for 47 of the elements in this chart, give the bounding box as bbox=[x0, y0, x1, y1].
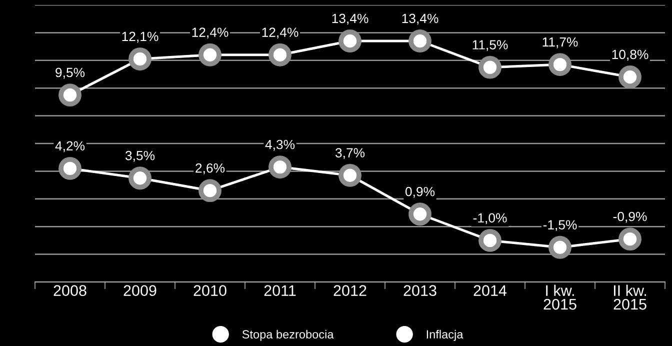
point bbox=[478, 228, 502, 252]
data-label: -0,9% bbox=[613, 212, 647, 223]
data-label: 10,8% bbox=[612, 50, 648, 61]
point bbox=[408, 202, 432, 226]
x-tick-label: 2013 bbox=[404, 285, 436, 296]
point bbox=[268, 156, 292, 178]
point bbox=[198, 43, 222, 66]
point bbox=[548, 53, 572, 76]
point bbox=[618, 66, 642, 88]
legend-label: Inflacja bbox=[426, 330, 464, 341]
x-tick-label: 2008 bbox=[54, 285, 86, 296]
point bbox=[338, 164, 362, 187]
point bbox=[478, 56, 502, 79]
data-label: 4,3% bbox=[265, 140, 295, 151]
data-label: 3,5% bbox=[125, 150, 155, 162]
data-label: 12,4% bbox=[192, 28, 228, 39]
data-label: 11,5% bbox=[472, 40, 508, 51]
data-label: 12,1% bbox=[122, 32, 158, 43]
point bbox=[548, 236, 572, 259]
x-tick-label: 2010 bbox=[194, 285, 226, 296]
x-tick-label: 2012 bbox=[334, 285, 366, 296]
x-tick-label: 2011 bbox=[264, 285, 296, 296]
point bbox=[338, 30, 362, 52]
point bbox=[618, 228, 642, 251]
point bbox=[408, 30, 432, 52]
data-label: -1,0% bbox=[473, 213, 507, 224]
legend-label: Stopa bezrobocia bbox=[242, 330, 334, 341]
data-label: 11,7% bbox=[542, 37, 578, 48]
point bbox=[268, 43, 292, 66]
x-tick-label: I kw. 2015 bbox=[544, 284, 576, 310]
data-label: 3,7% bbox=[335, 148, 365, 160]
data-label: 13,4% bbox=[402, 14, 438, 25]
data-label: 2,6% bbox=[196, 163, 225, 174]
point bbox=[128, 48, 152, 70]
point bbox=[58, 156, 82, 180]
data-label: 9,5% bbox=[56, 68, 85, 79]
data-label: 4,2% bbox=[55, 141, 85, 152]
x-tick-label: II kw. 2015 bbox=[614, 284, 646, 310]
x-tick-label: 2014 bbox=[474, 285, 507, 296]
point bbox=[198, 179, 222, 202]
point bbox=[128, 166, 152, 190]
data-label: 12,4% bbox=[262, 28, 298, 39]
x-tick-label: 2009 bbox=[124, 285, 156, 296]
data-label: -1,5% bbox=[543, 220, 577, 232]
data-label: 0,9% bbox=[405, 186, 435, 198]
point bbox=[58, 84, 82, 106]
data-label: 13,4% bbox=[332, 14, 368, 25]
